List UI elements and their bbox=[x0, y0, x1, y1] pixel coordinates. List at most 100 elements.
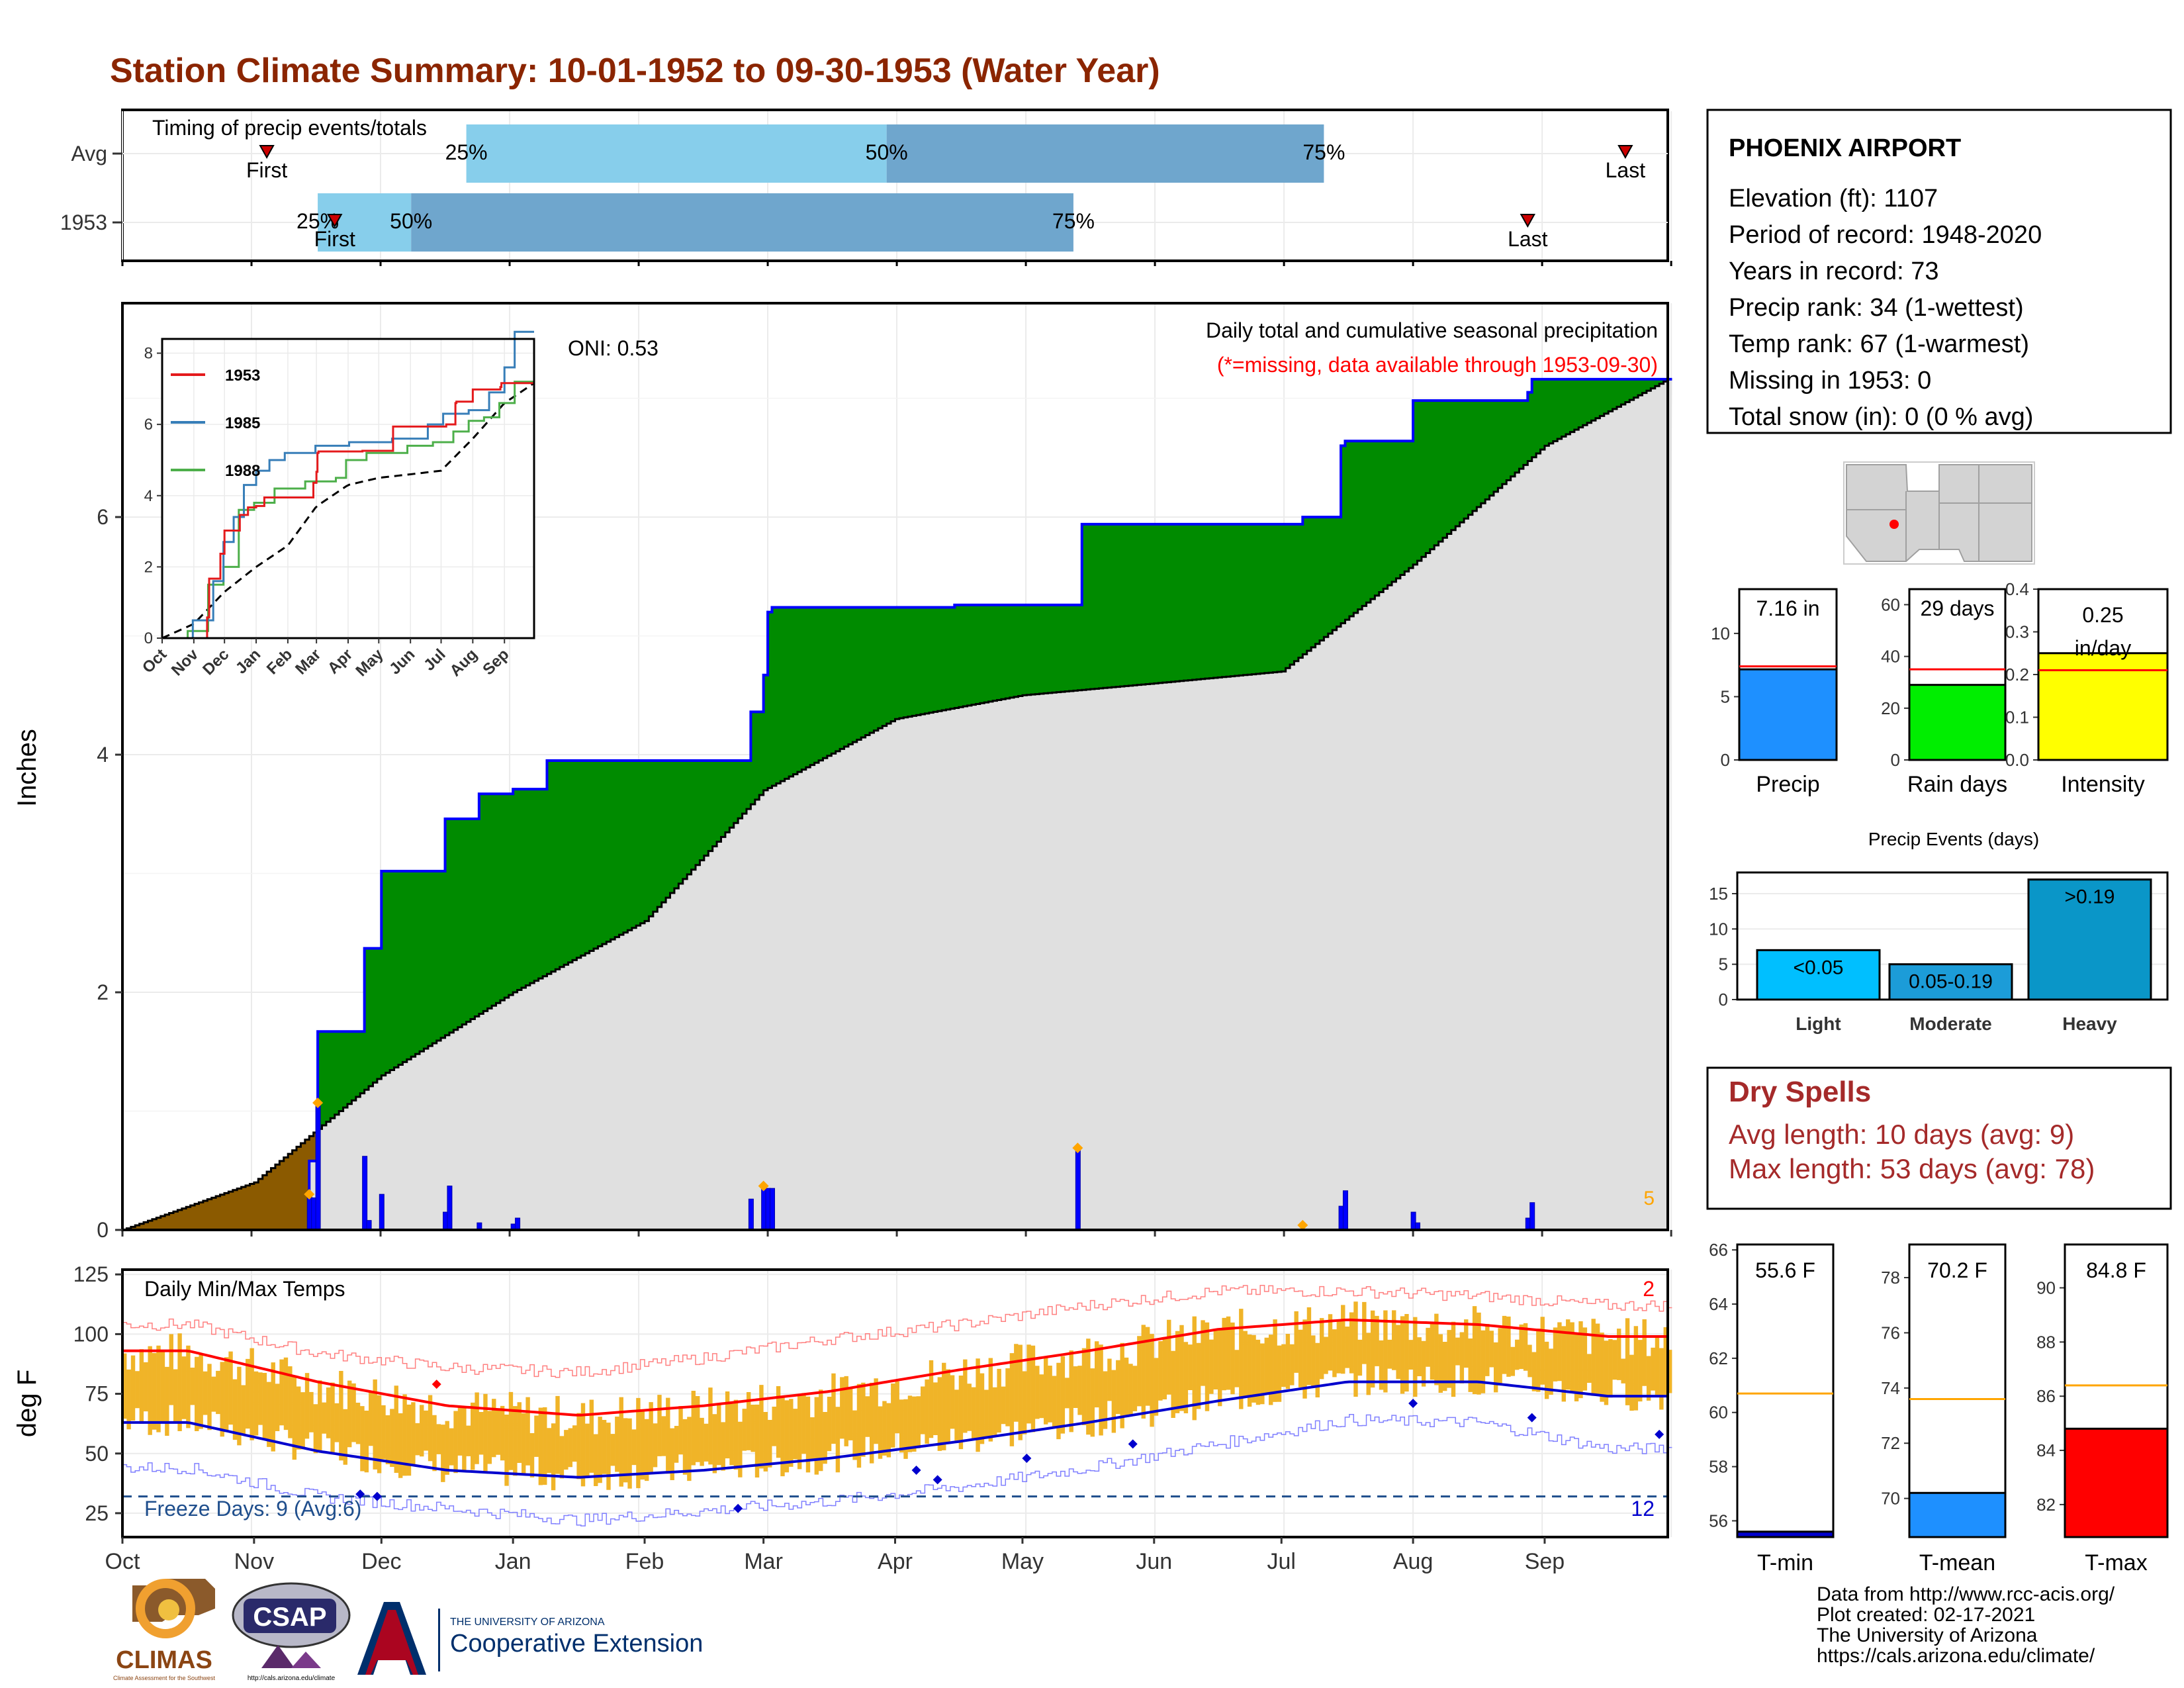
summary-ytick-label: 40 bbox=[1881, 647, 1900, 667]
footer-credits: Data from http://www.rcc-acis.org/Plot c… bbox=[1817, 1583, 2115, 1667]
temp-summary-bar bbox=[1908, 1491, 2007, 1538]
temp-summary-ytick-label: 84 bbox=[2036, 1440, 2056, 1460]
events-bar-label: >0.19 bbox=[2065, 886, 2115, 908]
station-info-box: PHOENIX AIRPORT Elevation (ft): 1107 Peri… bbox=[1706, 109, 2172, 434]
station-info-line: Temp rank: 67 (1-warmest) bbox=[1729, 330, 2029, 358]
temp-month-label: Feb bbox=[625, 1549, 664, 1574]
summary-bar bbox=[2037, 652, 2169, 761]
summary-category-label: Rain days bbox=[1907, 772, 2007, 797]
summary-ytick-label: 0.1 bbox=[2005, 708, 2029, 727]
dry-spells-box: Dry Spells Avg length: 10 days (avg: 9) … bbox=[1706, 1066, 2172, 1210]
temp-summary-ytick-label: 86 bbox=[2036, 1386, 2056, 1406]
events-bar-label: 0.05-0.19 bbox=[1909, 971, 1993, 993]
daily-precip-bar bbox=[379, 1194, 385, 1231]
events-frame bbox=[1736, 871, 2169, 1001]
daily-precip-bar bbox=[1075, 1147, 1081, 1231]
inset-avg-line bbox=[161, 383, 534, 639]
timing-p75-label: 75% bbox=[1052, 209, 1095, 233]
climas-logo: CLIMAS Climate Assessment for the Southw… bbox=[113, 1579, 216, 1681]
precip-corner-count: 5 bbox=[1643, 1188, 1655, 1209]
record-temp-marker bbox=[933, 1475, 942, 1485]
summary-ytick-label: 0.0 bbox=[2005, 750, 2029, 770]
precip-ytick-label: 0 bbox=[97, 1218, 109, 1242]
csap-logo: CSAP http://cals.arizona.edu/climate bbox=[232, 1582, 351, 1682]
precip-ytick-label: 2 bbox=[97, 980, 109, 1004]
daily-precip-bar bbox=[362, 1156, 368, 1231]
missing-note: (*=missing, data available through 1953-… bbox=[1217, 353, 1658, 377]
station-location-marker bbox=[1889, 520, 1899, 529]
daily-precip-bar bbox=[515, 1217, 521, 1231]
temp-panel: 25 50 75 100 125 Oct Nov Dec Jan Feb Mar Apr May Jun… bbox=[13, 1262, 1672, 1574]
temp-summary-ytick-label: 58 bbox=[1709, 1457, 1728, 1477]
record-temp-marker bbox=[355, 1489, 365, 1499]
temp-month-label: Dec bbox=[361, 1549, 401, 1574]
temp-count-bottom: 12 bbox=[1631, 1497, 1655, 1521]
record-temp-marker bbox=[1655, 1429, 1664, 1439]
record-temp-marker bbox=[1128, 1439, 1138, 1449]
events-bar bbox=[1888, 963, 2013, 1001]
summary-bar bbox=[1908, 684, 2007, 761]
temp-summary-ytick-label: 90 bbox=[2036, 1278, 2056, 1297]
temp-summary-category-label: T-min bbox=[1757, 1550, 1813, 1575]
dry-spells-title: Dry Spells bbox=[1729, 1076, 1871, 1108]
temp-summary-ytick-label: 56 bbox=[1709, 1511, 1728, 1530]
temp-summary-ytick-label: 62 bbox=[1709, 1348, 1728, 1368]
summary-value-label: 7.16 in bbox=[1756, 596, 1819, 620]
summary-ytick-label: 5 bbox=[1721, 686, 1730, 706]
daily-precip-bar bbox=[447, 1186, 453, 1231]
temp-summary-category-label: T-mean bbox=[1919, 1550, 1995, 1575]
dry-spells-max: Max length: 53 days (avg: 78) bbox=[1729, 1153, 2095, 1184]
daily-precip-bar bbox=[748, 1198, 754, 1231]
timing-last-marker bbox=[1617, 145, 1633, 160]
timing-panel: Timing of precip events/totals Avg 25% 50%… bbox=[60, 109, 1672, 266]
timing-p25-label: 25% bbox=[445, 140, 488, 164]
summary-category-label: Precip bbox=[1756, 772, 1819, 797]
temp-summary-ytick-label: 60 bbox=[1709, 1403, 1728, 1423]
temp-summary-ytick-label: 82 bbox=[2036, 1495, 2056, 1515]
record-temp-marker bbox=[733, 1503, 743, 1513]
inset-legend-label: 1988 bbox=[225, 462, 260, 480]
temp-count-top: 2 bbox=[1643, 1277, 1655, 1301]
timing-bar-25-50 bbox=[466, 124, 887, 183]
inset-line-1953 bbox=[162, 382, 534, 639]
temp-summary-ytick-label: 88 bbox=[2036, 1332, 2056, 1352]
temp-month-label: Jan bbox=[495, 1549, 531, 1574]
temp-month-label: Nov bbox=[234, 1549, 274, 1574]
inset-ytick-label: 6 bbox=[144, 416, 153, 434]
temp-summary-ytick-label: 76 bbox=[1881, 1323, 1900, 1342]
summary-ytick-label: 20 bbox=[1881, 698, 1900, 718]
avg-cumulative-line bbox=[122, 378, 1672, 1231]
temp-summary-ytick-label: 64 bbox=[1709, 1294, 1728, 1314]
csap-logo-text: CSAP bbox=[253, 1603, 326, 1632]
summary-ytick-label: 0.2 bbox=[2005, 665, 2029, 684]
record-precip-marker bbox=[1297, 1219, 1308, 1231]
below-avg-area bbox=[126, 1132, 318, 1230]
record-min-line bbox=[122, 1414, 1672, 1526]
inset-ytick-label: 2 bbox=[144, 558, 153, 576]
summary-bar-charts: 0 5 10 7.16 in Precip 0 20 40 60 29 days Rain days… bbox=[1711, 579, 2169, 797]
summary-value-unit: in/day bbox=[2075, 636, 2131, 660]
temp-ytick-label: 100 bbox=[73, 1322, 109, 1346]
temp-month-label: Oct bbox=[105, 1549, 140, 1574]
daily-temp-range-bars bbox=[122, 1301, 1672, 1491]
station-info-line: Period of record: 1948-2020 bbox=[1729, 221, 2042, 249]
ua-logo-big-text: Cooperative Extension bbox=[450, 1630, 703, 1658]
oni-label: ONI: 0.53 bbox=[568, 336, 659, 360]
precip-ylabel: Inches bbox=[13, 729, 42, 807]
station-info-line: Missing in 1953: 0 bbox=[1729, 367, 1931, 395]
summary-ytick-label: 0 bbox=[1721, 750, 1730, 770]
csap-logo-url: http://cals.arizona.edu/climate bbox=[248, 1675, 336, 1682]
location-map bbox=[1843, 461, 2035, 565]
temp-summary-value-label: 55.6 F bbox=[1755, 1258, 1815, 1282]
temp-summary-value-label: 70.2 F bbox=[1927, 1258, 1987, 1282]
summary-value-label: 0.25 bbox=[2082, 603, 2123, 627]
inset-ytick-label: 4 bbox=[144, 487, 153, 505]
page-title: Station Climate Summary: 10-01-1952 to 0… bbox=[110, 52, 1160, 90]
events-category-label: Heavy bbox=[2062, 1013, 2117, 1034]
temp-ytick-label: 50 bbox=[85, 1442, 109, 1466]
timing-last-label: Last bbox=[1606, 158, 1646, 182]
daily-precip-bar bbox=[1342, 1190, 1348, 1231]
record-temp-marker bbox=[372, 1491, 382, 1501]
